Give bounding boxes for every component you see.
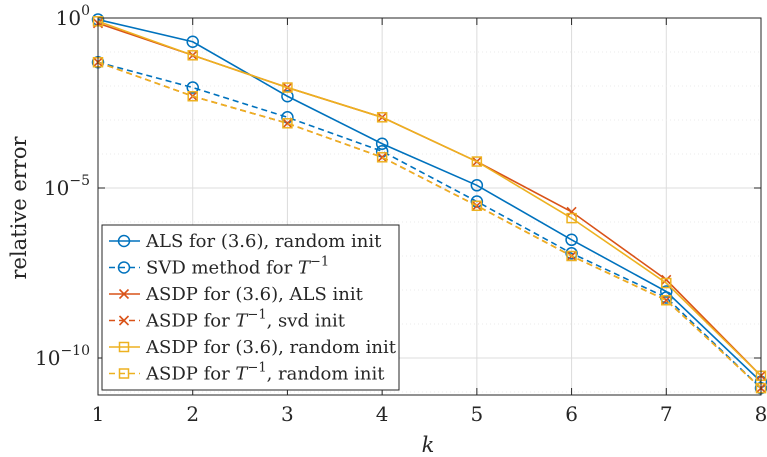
- data-point: [660, 285, 673, 298]
- x-stroke: [118, 288, 130, 300]
- y-axis-label: relative error: [7, 136, 31, 280]
- data-point: [377, 152, 388, 163]
- data-point: [187, 90, 198, 102]
- x-tick-label: 2: [186, 402, 199, 426]
- x-stroke: [118, 315, 130, 326]
- legend-marker: [118, 368, 130, 379]
- x-tick-label: 6: [565, 402, 578, 426]
- data-point: [661, 294, 672, 306]
- data-point: [471, 200, 483, 212]
- x-stroke: [471, 200, 482, 211]
- data-point: [566, 250, 577, 262]
- y-tick-label: 100: [56, 3, 90, 30]
- x-tick-label: 5: [470, 402, 483, 426]
- data-point: [186, 35, 199, 49]
- series-line: [97, 61, 762, 389]
- y-tick-label: 10−10: [35, 343, 90, 370]
- legend-item: ALS for (3.6), random init: [109, 231, 382, 252]
- legend-label: ASDP for T−1, svd init: [145, 308, 346, 332]
- legend-item: ASDP for T−1, random init: [109, 361, 385, 385]
- x-tick-label: 4: [376, 402, 389, 426]
- series-line: [97, 20, 762, 377]
- x-tick-label: 1: [92, 402, 105, 426]
- x-tick-label: 3: [281, 402, 294, 426]
- legend-label: ASDP for (3.6), ALS init: [145, 284, 364, 305]
- legend-marker: [117, 261, 131, 274]
- legend-label: ASDP for (3.6), random init: [145, 337, 397, 358]
- data-point: [565, 233, 578, 247]
- legend-item: ASDP for (3.6), ALS init: [109, 284, 364, 305]
- data-point: [566, 206, 577, 217]
- series-line: [97, 18, 762, 383]
- legend-item: SVD method for T−1: [109, 255, 329, 279]
- data-point: [281, 89, 294, 103]
- legend-label: ALS for (3.6), random init: [145, 231, 382, 252]
- legend-item: ASDP for (3.6), random init: [109, 337, 397, 358]
- legend-marker: [118, 288, 130, 300]
- series-4: [92, 16, 767, 382]
- data-point: [566, 212, 577, 224]
- legend-label: SVD method for T−1: [146, 255, 329, 279]
- series-group: [91, 13, 767, 395]
- legend-marker: [118, 315, 130, 326]
- x-stroke: [377, 152, 388, 163]
- data-point: [470, 179, 484, 192]
- data-point: [661, 277, 672, 289]
- data-point: [282, 82, 293, 93]
- series-line: [97, 61, 762, 389]
- data-point: [187, 50, 198, 61]
- x-axis-label: k: [422, 433, 435, 457]
- x-stroke: [661, 274, 672, 285]
- data-point: [471, 200, 482, 211]
- ticks: 1 2 3 4 5 6 7 8 100 10−5 10−10: [35, 3, 767, 426]
- data-point: [186, 81, 199, 94]
- data-point: [376, 152, 388, 163]
- legend-item: ASDP for T−1, svd init: [109, 308, 346, 332]
- data-point: [282, 118, 293, 129]
- legend: ALS for (3.6), random init SVD method for…: [101, 224, 400, 391]
- legend-marker: [118, 341, 130, 353]
- x-tick-label: 7: [660, 402, 673, 426]
- x-stroke: [282, 118, 293, 129]
- data-point: [470, 195, 484, 208]
- data-point: [471, 156, 483, 167]
- data-point: [661, 274, 672, 285]
- legend-label: ASDP for T−1, random init: [145, 361, 385, 385]
- x-stroke: [566, 206, 577, 217]
- data-point: [282, 118, 293, 129]
- x-stroke: [661, 295, 672, 306]
- x-tick-label: 8: [755, 402, 767, 426]
- data-point: [376, 112, 388, 123]
- data-point: [375, 137, 389, 151]
- plot-frame: [97, 17, 762, 396]
- data-point: [565, 247, 578, 260]
- legend-box: [101, 224, 400, 391]
- legend-marker: [117, 234, 131, 248]
- y-tick-label: 10−5: [44, 173, 90, 200]
